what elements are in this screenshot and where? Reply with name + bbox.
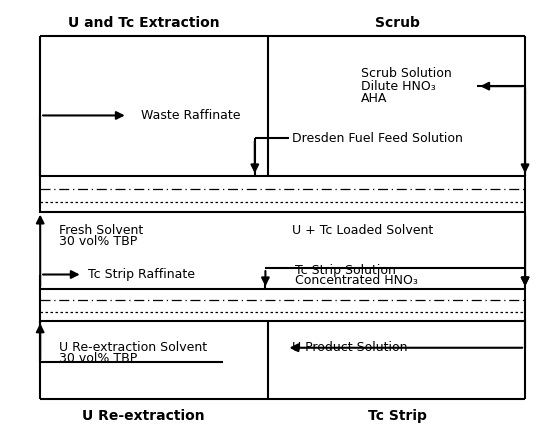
Text: Scrub: Scrub bbox=[375, 17, 420, 31]
Text: Waste Raffinate: Waste Raffinate bbox=[141, 109, 240, 122]
Text: AHA: AHA bbox=[361, 92, 387, 105]
Text: U Re-extraction: U Re-extraction bbox=[82, 409, 205, 422]
Text: Scrub Solution: Scrub Solution bbox=[361, 67, 452, 80]
Bar bbox=[40, 176, 525, 212]
Text: Tc Strip Solution: Tc Strip Solution bbox=[295, 264, 395, 277]
Text: 30 vol% TBP: 30 vol% TBP bbox=[59, 235, 137, 248]
Text: U + Tc Loaded Solvent: U + Tc Loaded Solvent bbox=[292, 224, 433, 237]
Text: U Re-extraction Solvent: U Re-extraction Solvent bbox=[59, 341, 207, 354]
Text: Tc Strip Raffinate: Tc Strip Raffinate bbox=[88, 268, 195, 281]
Text: Concentrated HNO₃: Concentrated HNO₃ bbox=[295, 274, 417, 287]
Text: Dilute HNO₃: Dilute HNO₃ bbox=[361, 80, 436, 93]
Text: Tc Strip: Tc Strip bbox=[368, 409, 427, 422]
Bar bbox=[40, 289, 525, 320]
Text: 30 vol% TBP: 30 vol% TBP bbox=[59, 352, 137, 365]
Text: U Product Solution: U Product Solution bbox=[292, 341, 407, 354]
Text: U and Tc Extraction: U and Tc Extraction bbox=[68, 17, 219, 31]
Text: Fresh Solvent: Fresh Solvent bbox=[59, 224, 143, 237]
Text: Dresden Fuel Feed Solution: Dresden Fuel Feed Solution bbox=[292, 132, 463, 145]
